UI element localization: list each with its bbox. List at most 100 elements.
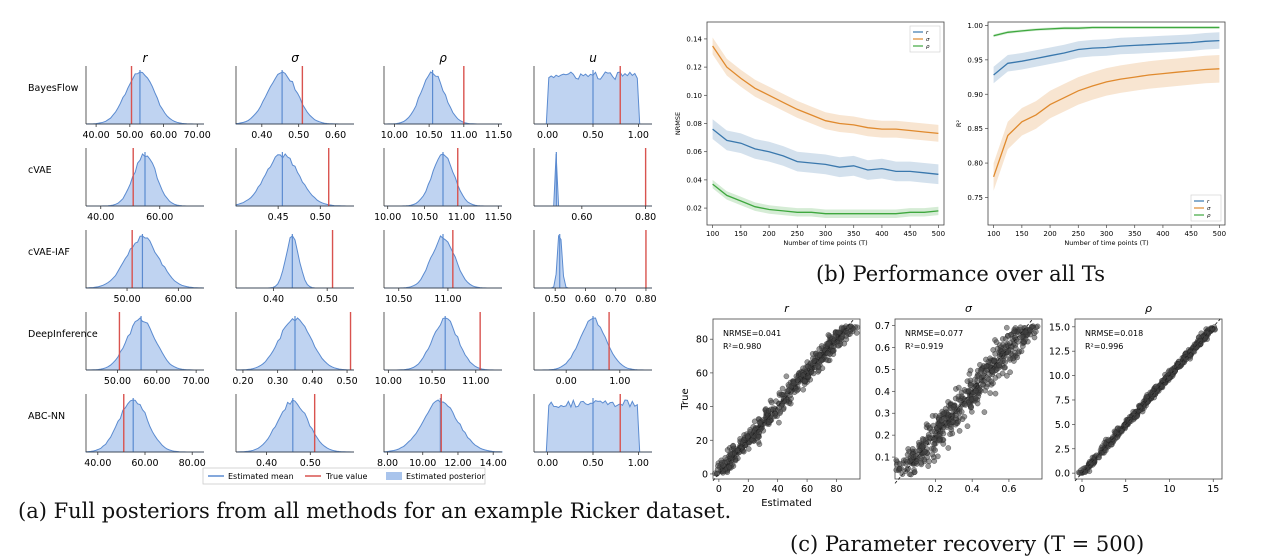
data-point bbox=[795, 378, 802, 385]
tick-label: 40.00 bbox=[84, 458, 111, 469]
data-point bbox=[956, 384, 962, 391]
data-point bbox=[939, 417, 945, 423]
data-point bbox=[832, 336, 838, 343]
tick-label: 40.00 bbox=[83, 130, 110, 141]
data-point bbox=[776, 390, 783, 396]
x-tick-label: 0.6 bbox=[1001, 484, 1016, 495]
x-tick-label: 450 bbox=[903, 230, 916, 238]
tick-label: 11.50 bbox=[485, 130, 512, 141]
x-tick-label: 0.4 bbox=[965, 484, 980, 495]
data-point bbox=[967, 367, 974, 374]
data-point bbox=[1172, 368, 1178, 375]
tick-label: 10.00 bbox=[409, 458, 436, 469]
data-point bbox=[904, 451, 911, 458]
data-point bbox=[1027, 327, 1034, 333]
tick-label: 11.00 bbox=[450, 130, 477, 141]
x-tick-label: 150 bbox=[734, 230, 747, 238]
data-point bbox=[755, 439, 762, 445]
data-point bbox=[1096, 454, 1102, 461]
data-point bbox=[936, 437, 942, 444]
posterior-panel-4-3: 0.00 0.50 1.00 bbox=[533, 394, 652, 469]
data-point bbox=[941, 410, 947, 416]
data-point bbox=[1202, 335, 1209, 342]
tick-label: 11.00 bbox=[448, 212, 475, 223]
x-tick-label: 300 bbox=[819, 230, 832, 238]
data-point bbox=[904, 459, 910, 465]
posterior-density bbox=[384, 71, 502, 125]
tick-label: 10.50 bbox=[416, 130, 443, 141]
x-tick-label: 20 bbox=[742, 484, 754, 495]
series-band-σ bbox=[712, 37, 939, 142]
data-point bbox=[1007, 369, 1013, 375]
y-tick-label: 20 bbox=[696, 436, 708, 447]
data-point bbox=[1013, 337, 1019, 343]
y-tick-label: 0.10 bbox=[686, 92, 702, 100]
data-point bbox=[745, 433, 751, 440]
data-point bbox=[896, 461, 903, 467]
x-tick-label: 400 bbox=[875, 230, 888, 238]
r2-annotation: R²=0.980 bbox=[723, 342, 761, 351]
posterior-panel-0-2: 10.00 10.50 11.00 11.50 bbox=[381, 66, 512, 141]
y-axis-label: R² bbox=[955, 120, 963, 128]
y-axis-label: True bbox=[680, 388, 691, 410]
data-point bbox=[825, 332, 832, 338]
y-tick-label: 0.5 bbox=[875, 365, 890, 376]
column-title-2: ρ bbox=[439, 51, 447, 65]
posterior-panel-1-1: 0.45 0.50 bbox=[235, 148, 354, 223]
data-point bbox=[757, 420, 764, 426]
tick-label: 10.50 bbox=[385, 294, 412, 305]
tick-label: 60.00 bbox=[150, 130, 177, 141]
y-tick-label: 0.80 bbox=[967, 160, 983, 168]
data-point bbox=[727, 451, 733, 457]
data-point bbox=[838, 335, 845, 342]
y-tick-label: 0.1 bbox=[875, 453, 890, 464]
y-tick-label: 5.0 bbox=[1055, 420, 1070, 431]
data-point bbox=[818, 357, 824, 364]
data-point bbox=[811, 358, 818, 364]
data-point bbox=[992, 390, 999, 397]
data-point bbox=[964, 423, 971, 429]
data-point bbox=[745, 446, 752, 452]
data-point bbox=[1004, 373, 1010, 379]
legend-box bbox=[202, 467, 486, 485]
data-point bbox=[967, 382, 974, 388]
scatter-chart-3: ρ 0 5 10 15 0.0 2.5 5.0 7.5 10.0 12.5 15.0 NRMSE=0.0… bbox=[1049, 302, 1223, 495]
tick-label: 11.50 bbox=[485, 212, 512, 223]
y-tick-label: 40 bbox=[696, 402, 708, 413]
posterior-density bbox=[85, 317, 204, 371]
data-point bbox=[800, 386, 806, 393]
data-point bbox=[927, 425, 933, 431]
data-point bbox=[919, 443, 926, 450]
posterior-density bbox=[85, 399, 204, 453]
data-point bbox=[1131, 410, 1137, 417]
y-tick-label: 60 bbox=[696, 368, 708, 379]
data-point bbox=[794, 387, 800, 394]
posterior-panel-3-2: 10.00 10.50 11.00 bbox=[375, 312, 502, 387]
tick-label: 0.45 bbox=[268, 212, 289, 223]
posterior-panel-1-0: 40.00 60.00 bbox=[85, 148, 204, 223]
data-point bbox=[987, 390, 993, 396]
identity-line bbox=[894, 318, 1034, 484]
posterior-panel-2-3: 0.50 0.60 0.70 0.80 bbox=[533, 230, 657, 305]
posterior-density bbox=[534, 153, 652, 207]
x-tick-label: 350 bbox=[1128, 230, 1141, 238]
y-tick-label: 0.12 bbox=[686, 64, 702, 72]
tick-label: 0.80 bbox=[635, 212, 656, 223]
data-point bbox=[926, 458, 932, 465]
x-tick-label: 0.2 bbox=[928, 484, 943, 495]
data-point bbox=[790, 380, 797, 387]
data-point bbox=[955, 393, 962, 400]
x-tick-label: 500 bbox=[1213, 230, 1226, 238]
tick-label: 8.00 bbox=[377, 458, 398, 469]
data-point bbox=[853, 330, 860, 336]
plot-frame bbox=[712, 318, 861, 480]
tick-label: 0.40 bbox=[256, 458, 277, 469]
posterior-density bbox=[85, 71, 204, 125]
row-label-0: BayesFlow bbox=[28, 83, 79, 94]
posterior-panel-1-3: 0.60 0.80 bbox=[533, 148, 656, 223]
data-point bbox=[958, 409, 965, 415]
posterior-density bbox=[384, 317, 502, 371]
y-tick-label: 2.5 bbox=[1055, 444, 1070, 455]
x-tick-label: 250 bbox=[1072, 230, 1085, 238]
row-label-1: cVAE bbox=[28, 165, 52, 176]
